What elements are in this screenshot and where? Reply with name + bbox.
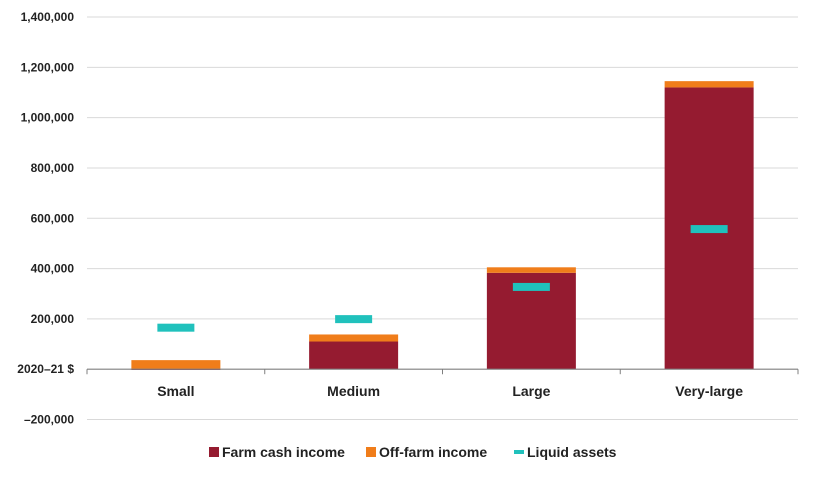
gridlines — [87, 16, 798, 420]
bar-off-farm-income-very-large — [664, 81, 754, 88]
y-tick-label: 1,000,000 — [21, 111, 75, 125]
y-tick-label: 200,000 — [31, 312, 75, 326]
y-tick-label: 1,200,000 — [21, 60, 75, 74]
y-tick-label: 800,000 — [31, 161, 75, 175]
bar-off-farm-income-large — [486, 267, 576, 273]
y-tick-label: 400,000 — [31, 262, 75, 276]
y-tick-label: –200,000 — [24, 413, 74, 427]
bar-off-farm-income-small — [131, 360, 221, 370]
legend-swatch-farm-cash-income — [209, 447, 219, 457]
x-axis-category-labels: Small Medium Large Very-large — [157, 383, 743, 399]
x-category-label: Very-large — [675, 383, 743, 399]
bar-off-farm-income-medium — [309, 334, 399, 342]
legend-label: Off-farm income — [379, 444, 487, 460]
legend: Farm cash income Off-farm income Liquid as… — [209, 444, 617, 460]
liquid-assets-markers — [157, 225, 728, 332]
bars — [131, 81, 754, 370]
y-tick-label: 1,400,000 — [21, 10, 75, 24]
bar-farm-cash-income-medium — [309, 341, 399, 370]
legend-swatch-liquid-assets — [514, 450, 524, 454]
marker-liquid-assets-very-large — [690, 225, 728, 234]
y-tick-label: 600,000 — [31, 211, 75, 225]
legend-swatch-off-farm-income — [366, 447, 376, 457]
marker-liquid-assets-large — [512, 282, 550, 291]
marker-liquid-assets-medium — [335, 315, 373, 324]
x-category-label: Medium — [327, 383, 380, 399]
legend-label: Farm cash income — [222, 444, 345, 460]
axes — [86, 368, 799, 375]
marker-liquid-assets-small — [157, 323, 195, 332]
y-tick-label: 2020–21 $ — [17, 362, 74, 376]
x-category-label: Small — [157, 383, 194, 399]
x-category-label: Large — [512, 383, 550, 399]
legend-label: Liquid assets — [527, 444, 617, 460]
y-axis-tick-labels: 1,400,000 1,200,000 1,000,000 800,000 600,00… — [17, 10, 74, 427]
